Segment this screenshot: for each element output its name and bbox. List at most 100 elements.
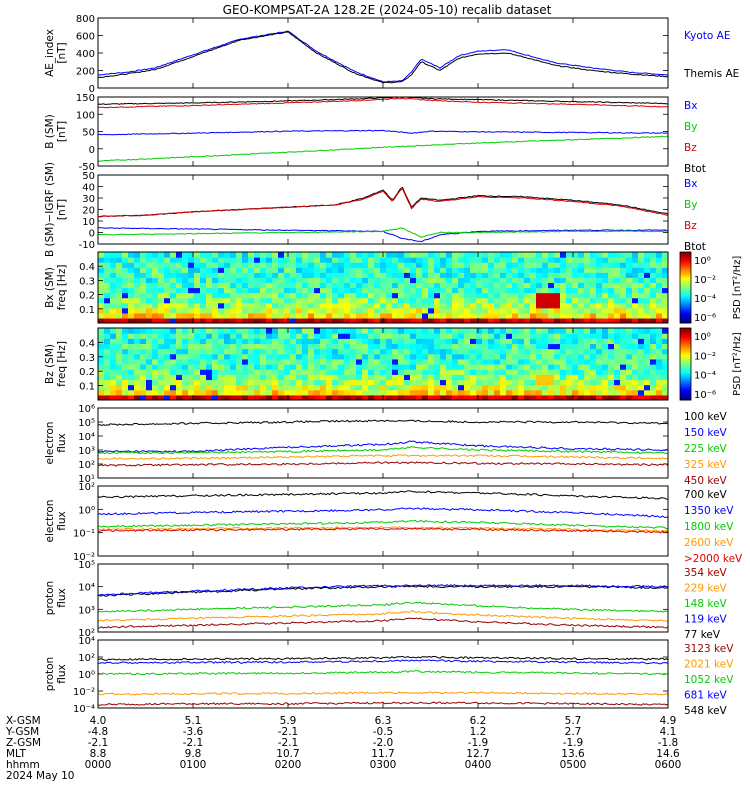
heatmap-cell bbox=[308, 384, 315, 391]
heatmap-cell bbox=[524, 389, 531, 396]
heatmap-cell bbox=[308, 267, 315, 273]
heatmap-cell bbox=[374, 328, 381, 334]
heatmap-cell bbox=[554, 257, 561, 263]
heatmap-cell bbox=[224, 277, 231, 284]
heatmap-cell bbox=[620, 374, 627, 381]
heatmap-cell bbox=[362, 302, 369, 309]
heatmap-cell bbox=[536, 348, 543, 355]
heatmap-cell bbox=[272, 374, 279, 381]
heatmap-cell bbox=[578, 358, 585, 365]
heatmap-cell bbox=[188, 287, 195, 294]
heatmap-cell bbox=[158, 369, 165, 375]
heatmap-cell bbox=[218, 389, 225, 396]
y-tick-label: 10² bbox=[78, 653, 95, 664]
heatmap-cell bbox=[230, 252, 237, 258]
heatmap-cell bbox=[140, 272, 147, 278]
heatmap-cell bbox=[602, 333, 609, 339]
heatmap-cell bbox=[110, 389, 117, 396]
heatmap-cell bbox=[644, 317, 651, 323]
heatmap-cell bbox=[644, 348, 651, 355]
heatmap-cell bbox=[446, 394, 453, 400]
heatmap-cell bbox=[518, 312, 525, 319]
heatmap-cell bbox=[404, 257, 411, 263]
heatmap-cell bbox=[488, 333, 495, 339]
heatmap-cell bbox=[530, 384, 537, 391]
heatmap-cell bbox=[434, 267, 441, 273]
heatmap-cell bbox=[368, 384, 375, 391]
heatmap-cell bbox=[266, 358, 273, 365]
heatmap-cell bbox=[152, 384, 159, 391]
y-tick-label: 10⁻¹ bbox=[73, 529, 95, 540]
heatmap-cell bbox=[104, 353, 111, 360]
heatmap-cell bbox=[578, 328, 585, 334]
heatmap-cell bbox=[104, 333, 111, 339]
heatmap-cell bbox=[524, 338, 531, 345]
heatmap-cell bbox=[398, 282, 405, 289]
heatmap-cell bbox=[530, 272, 537, 278]
heatmap-cell bbox=[194, 358, 201, 365]
heatmap-cell bbox=[506, 364, 513, 370]
heatmap-cell bbox=[416, 302, 423, 309]
y-tick-label: 0.2 bbox=[79, 291, 95, 302]
heatmap-cell bbox=[608, 389, 615, 396]
heatmap-cell bbox=[470, 312, 477, 319]
series-group bbox=[98, 655, 668, 706]
heatmap-cell bbox=[590, 389, 597, 396]
heatmap-cell bbox=[428, 343, 435, 350]
heatmap-cell bbox=[422, 333, 429, 339]
heatmap-cell bbox=[494, 262, 501, 268]
heatmap-cell bbox=[158, 292, 165, 299]
colorbar-step bbox=[680, 391, 691, 394]
heatmap-cell bbox=[464, 333, 471, 339]
heatmap-cell bbox=[590, 384, 597, 391]
heatmap-cell bbox=[266, 379, 273, 386]
heatmap-cell bbox=[320, 369, 327, 375]
heatmap-cell bbox=[626, 257, 633, 263]
heatmap-cells bbox=[98, 328, 668, 400]
heatmap-cell bbox=[326, 292, 333, 299]
heatmap-cell bbox=[500, 267, 507, 273]
heatmap-cell bbox=[350, 292, 357, 299]
heatmap-cell bbox=[392, 287, 399, 294]
heatmap-cell bbox=[578, 317, 585, 323]
heatmap-cell bbox=[662, 312, 668, 319]
heatmap-cell bbox=[470, 374, 477, 381]
heatmap-cell bbox=[104, 267, 111, 273]
heatmap-cell bbox=[476, 302, 483, 309]
heatmap-cell bbox=[338, 394, 345, 400]
heatmap-cell bbox=[278, 348, 285, 355]
heatmap-cell bbox=[164, 317, 171, 323]
heatmap-cell bbox=[326, 307, 333, 314]
heatmap-cell bbox=[626, 307, 633, 314]
heatmap-cell bbox=[524, 348, 531, 355]
heatmap-cell bbox=[548, 333, 555, 339]
heatmap-cell bbox=[620, 277, 627, 284]
heatmap-cell bbox=[218, 267, 225, 273]
heatmap-cell bbox=[518, 338, 525, 345]
y-tick-label: 10³ bbox=[78, 446, 95, 457]
heatmap-cell bbox=[638, 302, 645, 309]
heatmap-cell bbox=[248, 384, 255, 391]
heatmap-cell bbox=[218, 282, 225, 289]
heatmap-cell bbox=[110, 369, 117, 375]
heatmap-cell bbox=[152, 348, 159, 355]
heatmap-cell bbox=[536, 369, 543, 375]
heatmap-cell bbox=[206, 353, 213, 360]
y-axis-label-line: flux bbox=[56, 588, 68, 607]
heatmap-cell bbox=[464, 297, 471, 304]
legend-item: 148 keV bbox=[684, 598, 728, 610]
heatmap-cell bbox=[404, 328, 411, 334]
heatmap-cell bbox=[428, 374, 435, 381]
heatmap-cell bbox=[566, 348, 573, 355]
heatmap-cell bbox=[572, 302, 579, 309]
heatmap-cell bbox=[632, 307, 639, 314]
heatmap-cell bbox=[380, 277, 387, 284]
heatmap-cell bbox=[326, 353, 333, 360]
series-line-themis-ae bbox=[98, 31, 668, 84]
heatmap-cell bbox=[542, 394, 549, 400]
heatmap-cell bbox=[350, 307, 357, 314]
heatmap-cell bbox=[290, 302, 297, 309]
heatmap-cell bbox=[530, 394, 537, 400]
heatmap-cell bbox=[428, 394, 435, 400]
heatmap-cell bbox=[284, 287, 291, 294]
